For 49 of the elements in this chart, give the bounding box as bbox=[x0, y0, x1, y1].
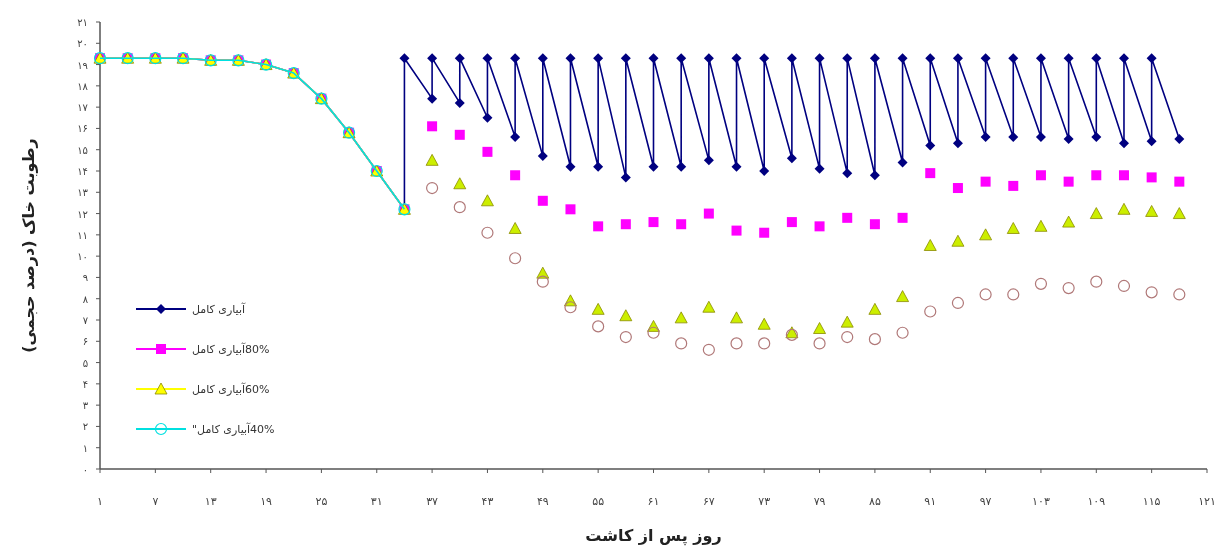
x-tick-label: ۶۱ bbox=[647, 495, 660, 508]
x-tick-label: ۹۱ bbox=[924, 495, 937, 508]
y-tick-label: ۱۱ bbox=[77, 229, 88, 241]
legend-label: 80%آبیاری کامل bbox=[192, 342, 270, 356]
y-tick-label: ۱۳ bbox=[77, 187, 89, 199]
x-tick-label: ۷ bbox=[152, 495, 159, 508]
x-axis-title: روز پس از کاشت bbox=[585, 526, 722, 546]
y-tick-label: ۹ bbox=[82, 272, 88, 284]
y-tick-label: ۱۴ bbox=[77, 166, 88, 177]
x-tick-label: ۲۵ bbox=[315, 495, 328, 508]
y-tick-label: ۱۲ bbox=[77, 208, 88, 220]
y-tick-label: ۸ bbox=[82, 293, 89, 305]
x-tick-label: ۴۳ bbox=[481, 495, 494, 508]
x-tick-label: ۳۱ bbox=[370, 495, 383, 508]
y-tick-label: ۱۵ bbox=[77, 144, 88, 156]
y-tick-label: ۱۹ bbox=[77, 59, 88, 71]
y-tick-label: ۲ bbox=[82, 421, 88, 433]
x-tick-label: ۷۹ bbox=[813, 495, 826, 508]
x-tick-label: ۱۹ bbox=[260, 495, 273, 508]
x-tick-label: ۹۷ bbox=[979, 495, 992, 508]
x-tick-label: ۸۵ bbox=[868, 495, 881, 508]
x-tick-label: ۱۱۵ bbox=[1142, 495, 1161, 508]
y-axis-title: رطوبت خاک (درصد حجمی) bbox=[19, 138, 38, 353]
x-tick-label: ۱۳ bbox=[204, 495, 217, 508]
legend-label: 60%آبیاری کامل bbox=[192, 382, 270, 396]
x-tick-label: ۱۲۱ bbox=[1198, 495, 1216, 508]
y-tick-label: ۴ bbox=[82, 378, 88, 390]
y-tick-label: ۱۶ bbox=[77, 123, 88, 135]
x-tick-label: ۱ bbox=[97, 495, 103, 508]
x-tick-label: ۳۷ bbox=[426, 495, 439, 508]
y-tick-label: ۶ bbox=[82, 336, 88, 348]
y-tick-label: ۰ bbox=[82, 464, 88, 475]
y-tick-label: ۱۷ bbox=[77, 102, 89, 114]
y-tick-label: ۱ bbox=[82, 442, 88, 454]
y-tick-label: ۱۰ bbox=[77, 251, 88, 263]
y-tick-label: ۱۸ bbox=[77, 80, 89, 92]
x-tick-label: ۱۰۳ bbox=[1032, 495, 1050, 508]
y-tick-label: ۷ bbox=[82, 315, 89, 326]
x-tick-label: ۵۵ bbox=[592, 495, 605, 508]
y-tick-label: ۳ bbox=[82, 400, 89, 412]
x-tick-label: ۱۰۹ bbox=[1087, 495, 1106, 508]
y-tick-label: ۵ bbox=[82, 357, 88, 369]
legend-label: آبیاری کامل bbox=[192, 302, 246, 316]
y-tick-label: ۲۱ bbox=[77, 17, 88, 28]
x-tick-label: ۶۷ bbox=[702, 495, 715, 508]
y-tick-label: ۲۰ bbox=[77, 38, 88, 50]
x-tick-label: ۷۳ bbox=[758, 495, 771, 508]
x-tick-label: ۴۹ bbox=[536, 495, 549, 508]
legend-label: 40%آبیاری کامل" bbox=[192, 422, 275, 436]
